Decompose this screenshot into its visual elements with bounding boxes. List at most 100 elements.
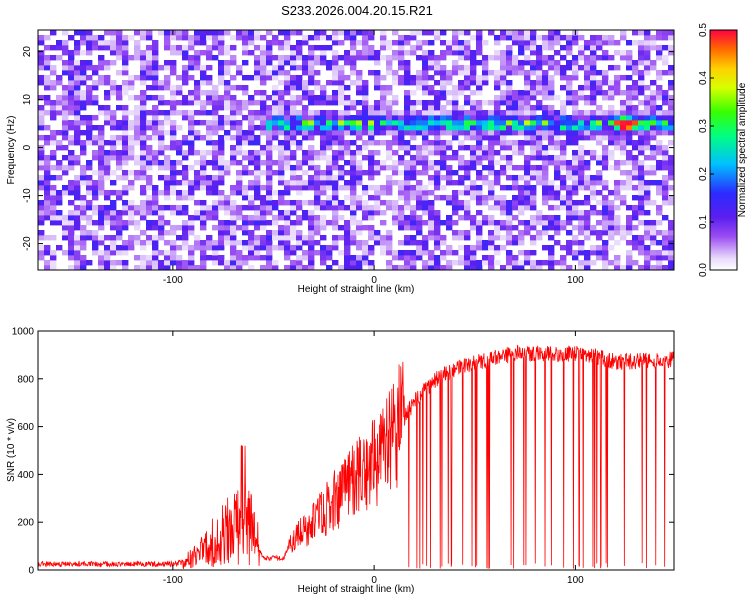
- spectrogram-cell: [374, 130, 381, 136]
- spectrogram-cell: [398, 50, 405, 56]
- spectrogram-cell: [92, 95, 99, 101]
- spectrogram-cell: [158, 80, 165, 86]
- spectrogram-cell: [38, 185, 45, 191]
- spectrogram-cell: [482, 255, 489, 261]
- spectrogram-cell: [386, 100, 393, 106]
- spectrogram-cell: [476, 110, 483, 116]
- spectrogram-cell: [590, 80, 597, 86]
- spectrogram-cell: [266, 155, 273, 161]
- spectrogram-cell: [404, 75, 411, 81]
- spectrogram-cell: [356, 170, 363, 176]
- spectrogram-cell: [182, 265, 189, 270]
- spectrogram-cell: [86, 90, 93, 96]
- spectrogram-cell: [506, 65, 513, 71]
- spectrogram-cell: [554, 35, 561, 41]
- spectrogram-cell: [200, 135, 207, 141]
- spectrogram-cell: [416, 120, 423, 126]
- spectrogram-cell: [278, 210, 285, 216]
- spectrogram-cell: [68, 265, 75, 270]
- spectrogram-cell: [530, 45, 537, 51]
- spectrogram-cell: [236, 105, 243, 111]
- spectrogram-cell: [446, 125, 453, 131]
- spectrogram-cell: [476, 30, 483, 36]
- spectrogram-cell: [326, 130, 333, 136]
- spectrogram-cell: [536, 215, 543, 221]
- spectrogram-cell: [644, 50, 651, 56]
- spectrogram-cell: [464, 260, 471, 266]
- spectrogram-cell: [542, 95, 549, 101]
- spectrogram-cell: [512, 150, 519, 156]
- spectrogram-cell: [434, 65, 441, 71]
- spectrogram-cell: [656, 160, 663, 166]
- spectrogram-cell: [620, 170, 627, 176]
- spectrogram-cell: [230, 240, 237, 246]
- spectrogram-cell: [404, 175, 411, 181]
- spectrogram-cell: [110, 205, 117, 211]
- spectrogram-cell: [146, 125, 153, 131]
- spectrogram-cell: [278, 120, 285, 126]
- spectrogram-cell: [110, 225, 117, 231]
- spectrogram-cell: [50, 235, 57, 241]
- spectrogram-cell: [260, 200, 267, 206]
- spectrogram-cell: [626, 150, 633, 156]
- spectrogram-cell: [668, 245, 674, 251]
- spectrogram-cell: [266, 70, 273, 76]
- spectrogram-cell: [518, 105, 525, 111]
- spectrogram-cell: [350, 105, 357, 111]
- spectrogram-cell: [38, 175, 45, 181]
- spectrogram-cell: [212, 250, 219, 256]
- spectrogram-cell: [218, 225, 225, 231]
- spectrogram-cell: [566, 245, 573, 251]
- spectrogram-cell: [176, 150, 183, 156]
- spectrogram-cell: [218, 230, 225, 236]
- spectrogram-cell: [362, 90, 369, 96]
- spectrogram-cell: [230, 230, 237, 236]
- spectrogram-cell: [248, 215, 255, 221]
- spectrogram-cell: [368, 170, 375, 176]
- spectrogram-cell: [224, 220, 231, 226]
- spectrogram-cell: [170, 125, 177, 131]
- spectrogram-cell: [530, 190, 537, 196]
- spectrogram-cell: [440, 250, 447, 256]
- spectrogram-cell: [440, 145, 447, 151]
- spectrogram-cell: [668, 185, 674, 191]
- spectrogram-cell: [38, 40, 45, 46]
- spectrogram-cell: [668, 230, 674, 236]
- spectrogram-cell: [74, 205, 81, 211]
- spectrogram-cell: [314, 110, 321, 116]
- spectrogram-cell: [464, 215, 471, 221]
- spectrogram-cell: [224, 105, 231, 111]
- spectrogram-cell: [344, 230, 351, 236]
- spectrogram-cell: [644, 265, 651, 270]
- spectrogram-cell: [56, 40, 63, 46]
- spectrogram-x-tick-label: -100: [163, 275, 183, 286]
- spectrogram-cell: [428, 235, 435, 241]
- spectrogram-cell: [152, 225, 159, 231]
- spectrogram-cell: [668, 240, 674, 246]
- spectrogram-cell: [98, 205, 105, 211]
- spectrogram-cell: [104, 250, 111, 256]
- spectrogram-cell: [146, 265, 153, 270]
- spectrogram-cell: [188, 130, 195, 136]
- spectrogram-cell: [56, 55, 63, 61]
- spectrogram-cell: [584, 95, 591, 101]
- spectrogram-cell: [146, 210, 153, 216]
- spectrogram-cell: [554, 190, 561, 196]
- spectrogram-cell: [344, 260, 351, 266]
- spectrogram-cell: [434, 105, 441, 111]
- spectrogram-cell: [122, 80, 129, 86]
- spectrogram-cell: [56, 130, 63, 136]
- spectrogram-cell: [458, 50, 465, 56]
- spectrogram-cell: [290, 235, 297, 241]
- spectrogram-cell: [560, 65, 567, 71]
- spectrogram-cell: [644, 95, 651, 101]
- spectrogram-cell: [434, 60, 441, 66]
- spectrogram-cell: [668, 170, 674, 176]
- spectrogram-cell: [560, 185, 567, 191]
- spectrogram-cell: [170, 95, 177, 101]
- spectrogram-cell: [512, 125, 519, 131]
- spectrogram-cell: [338, 70, 345, 76]
- spectrogram-cell: [662, 35, 669, 41]
- spectrogram-cell: [548, 215, 555, 221]
- spectrogram-cell: [386, 265, 393, 270]
